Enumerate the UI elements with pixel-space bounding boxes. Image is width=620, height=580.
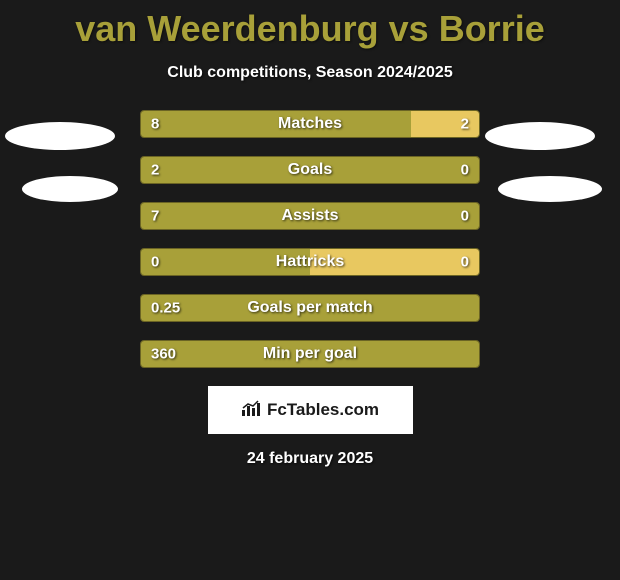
stat-label: Matches xyxy=(278,115,342,133)
stat-row: Goals 2 0 xyxy=(140,156,480,184)
stat-row: Hattricks 0 0 xyxy=(140,248,480,276)
stat-label: Assists xyxy=(282,207,339,225)
stat-label: Goals xyxy=(288,161,332,179)
bar-left-segment xyxy=(141,111,411,137)
player-avatar-placeholder xyxy=(22,176,118,202)
stat-row: Goals per match 0.25 xyxy=(140,294,480,322)
stat-value-right: 0 xyxy=(461,254,469,271)
stat-row: Assists 7 0 xyxy=(140,202,480,230)
stat-value-left: 8 xyxy=(151,116,159,133)
stat-value-left: 0 xyxy=(151,254,159,271)
stat-row: Matches 8 2 xyxy=(140,110,480,138)
chart-icon xyxy=(241,400,263,421)
page-title: van Weerdenburg vs Borrie xyxy=(0,0,620,50)
comparison-chart: Matches82Goals20Assists70Hattricks00Goal… xyxy=(140,110,480,368)
stat-label: Goals per match xyxy=(247,299,372,317)
subtitle: Club competitions, Season 2024/2025 xyxy=(0,64,620,82)
footer-date: 24 february 2025 xyxy=(0,450,620,468)
stat-value-right: 0 xyxy=(461,162,469,179)
stat-value-left: 7 xyxy=(151,208,159,225)
stat-value-left: 360 xyxy=(151,346,176,363)
stat-value-right: 2 xyxy=(461,116,469,133)
player-avatar-placeholder xyxy=(498,176,602,202)
logo-banner[interactable]: FcTables.com xyxy=(208,386,413,434)
stat-row: Min per goal 360 xyxy=(140,340,480,368)
stat-value-right: 0 xyxy=(461,208,469,225)
player-avatar-placeholder xyxy=(5,122,115,150)
stat-label: Hattricks xyxy=(276,253,344,271)
logo-text: FcTables.com xyxy=(267,400,379,420)
stat-value-left: 2 xyxy=(151,162,159,179)
stat-label: Min per goal xyxy=(263,345,357,363)
player-avatar-placeholder xyxy=(485,122,595,150)
stat-value-left: 0.25 xyxy=(151,300,180,317)
